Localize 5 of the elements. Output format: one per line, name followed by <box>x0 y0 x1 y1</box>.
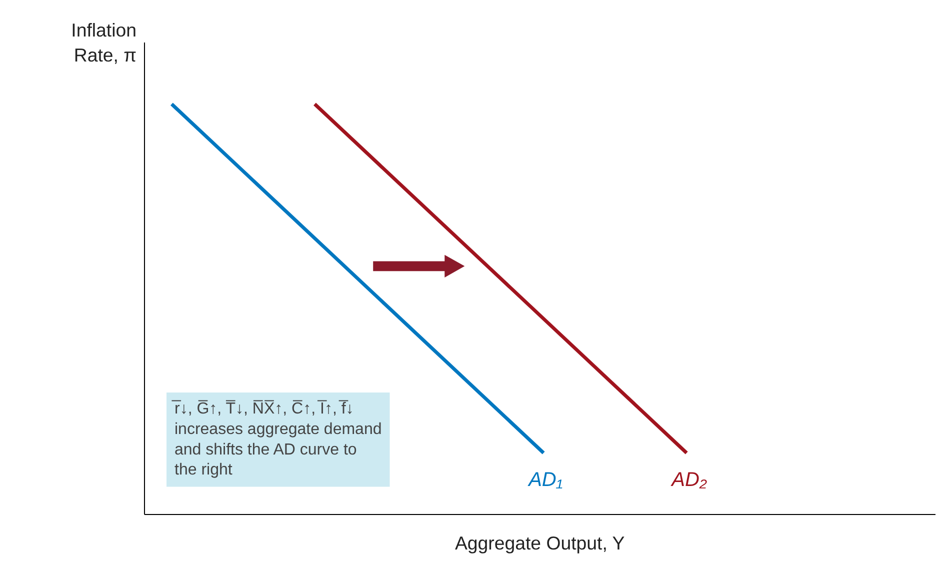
series-label: AD₁ <box>528 468 563 491</box>
x-axis-title: Aggregate Output, Y <box>454 532 626 554</box>
series-label: AD₂ <box>670 468 708 491</box>
y-axis-title: Inflation Rate, π <box>71 19 137 66</box>
annotation: r̅↓, G̅↑, T̅↓, N̅X̅↑, C̅↑, I̅↑, f̅↓ increases aggregate demand and shifts the AD curve to the right <box>171 399 382 479</box>
